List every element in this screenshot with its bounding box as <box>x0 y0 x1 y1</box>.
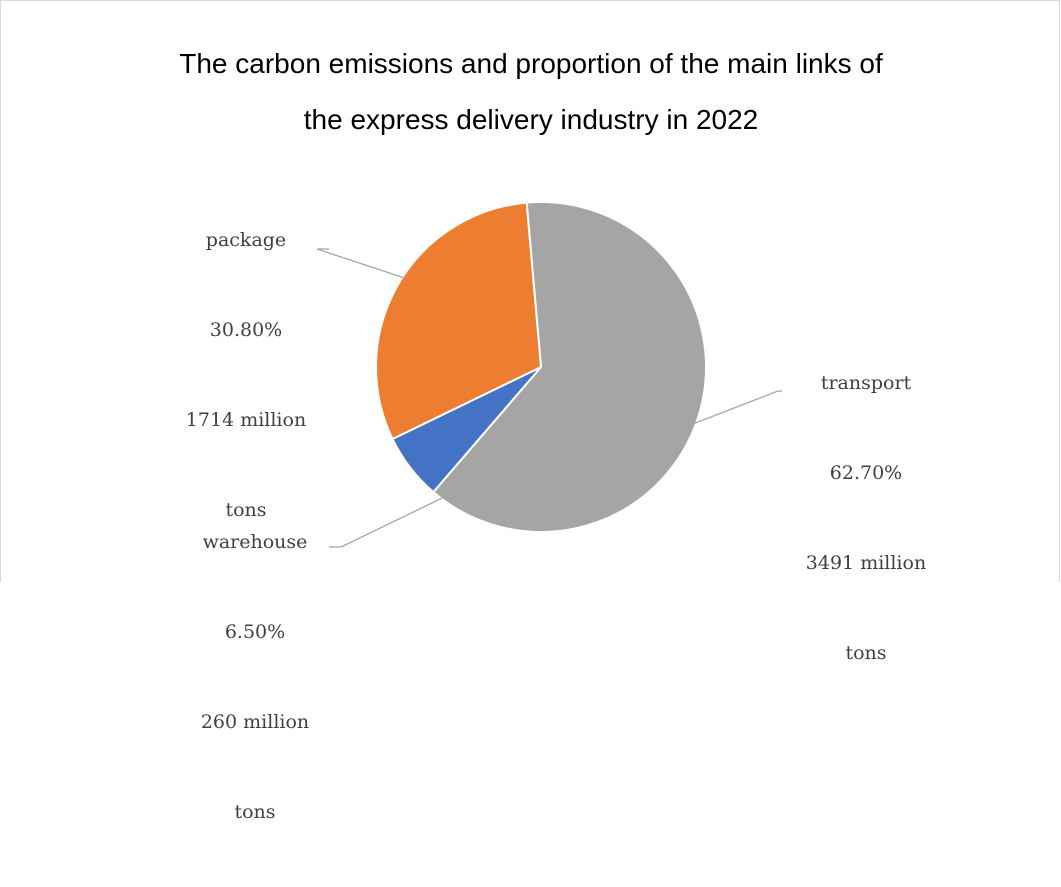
label-package-percent: 30.80% <box>209 319 283 341</box>
label-transport-percent: 62.70% <box>829 462 903 484</box>
pie-chart <box>316 201 782 548</box>
leader-lines <box>316 248 782 548</box>
data-label-package: package 30.80% 1714 million tons <box>186 165 306 585</box>
leader-line-transport <box>694 390 779 424</box>
pie-slice-transport <box>432 201 707 534</box>
label-warehouse-percent: 6.50% <box>224 621 286 643</box>
label-warehouse-unit: tons <box>234 801 276 823</box>
label-warehouse-value: 260 million <box>200 711 310 733</box>
data-label-transport: transport 62.70% 3491 million tons <box>806 308 926 728</box>
pie-slice-package <box>375 201 542 441</box>
chart-frame: The carbon emissions and proportion of t… <box>0 0 1061 823</box>
chart-title-line-2: the express delivery industry in 2022 <box>303 104 759 135</box>
label-transport-value: 3491 million <box>805 552 927 574</box>
label-transport-name: transport <box>820 372 912 394</box>
label-package-value: 1714 million <box>185 409 307 431</box>
chart-title-line-1: The carbon emissions and proportion of t… <box>179 48 883 79</box>
label-transport-unit: tons <box>845 642 887 664</box>
leader-line-package <box>316 248 404 279</box>
label-warehouse-name: warehouse <box>202 531 308 553</box>
pie-slices <box>375 201 707 534</box>
label-package-name: package <box>205 229 287 251</box>
leader-line-warehouse <box>340 497 443 548</box>
label-package-unit: tons <box>225 499 267 521</box>
chart-title: The carbon emissions and proportion of t… <box>1 36 1061 148</box>
